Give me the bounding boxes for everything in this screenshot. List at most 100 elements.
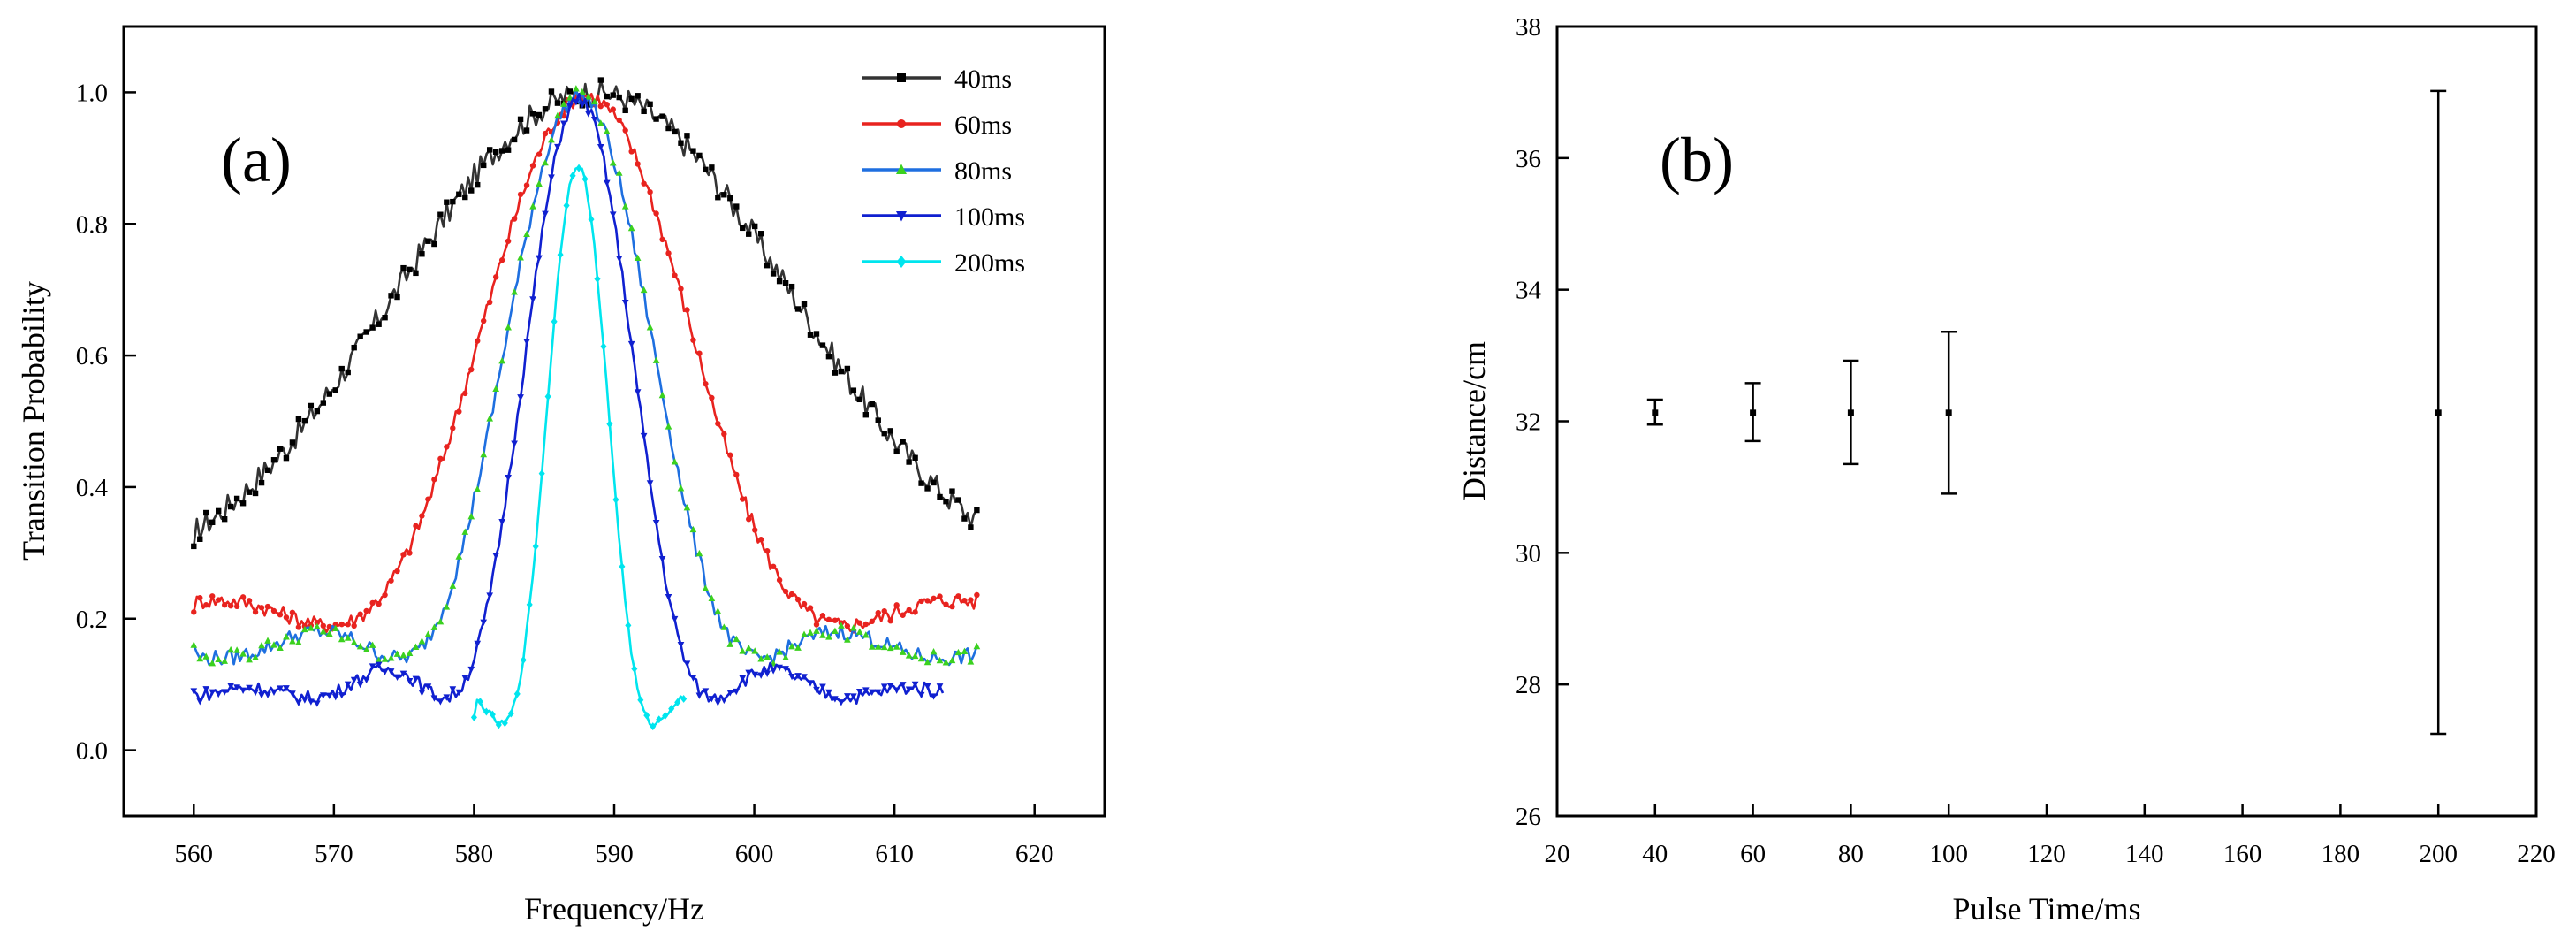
data-point-40ms <box>425 238 431 244</box>
data-point-80ms <box>621 202 629 210</box>
data-point-80ms <box>708 594 716 601</box>
data-point-100ms <box>683 660 691 668</box>
data-point-200ms <box>680 694 688 703</box>
data-point-40ms <box>246 489 253 495</box>
data-point-40ms <box>610 92 616 98</box>
data-point-60ms <box>943 601 949 607</box>
data-point-60ms <box>647 188 653 195</box>
data-point-40ms <box>943 499 949 505</box>
x-tick-label: 80 <box>1838 840 1864 868</box>
data-point-80ms <box>523 230 530 238</box>
data-point-40ms <box>703 166 709 173</box>
data-point-60ms <box>511 216 518 222</box>
data-point-40ms <box>523 127 530 134</box>
x-axis-ticks-b: 20 40 60 80 100 120 140 160 180 200 220 <box>1545 804 2556 868</box>
data-point-40ms <box>444 199 450 205</box>
data-point-80ms <box>536 179 543 187</box>
data-point-40ms <box>475 181 481 188</box>
data-point-200ms <box>520 656 527 665</box>
data-point-80ms <box>362 645 370 652</box>
data-point-80ms <box>443 603 451 610</box>
x-tick-label: 600 <box>735 840 774 868</box>
data-point-200ms <box>631 664 638 673</box>
panel-label-b: (b) <box>1660 125 1734 195</box>
data-point-80ms <box>782 653 789 660</box>
data-point-80ms <box>590 97 598 105</box>
data-point-100ms <box>838 699 845 706</box>
data-point-200ms <box>643 711 650 720</box>
data-point-40ms <box>419 251 425 257</box>
x-tick-label: 580 <box>455 840 494 868</box>
data-point-80ms <box>733 635 741 643</box>
data-point-80ms <box>554 111 561 119</box>
data-point-40ms <box>277 446 284 452</box>
data-point-40ms <box>912 454 918 461</box>
data-point-100ms <box>252 689 259 697</box>
data-point-100ms <box>325 692 333 699</box>
data-point-80ms <box>277 644 284 652</box>
data-point-200ms <box>637 696 644 705</box>
data-point-40ms <box>566 88 574 95</box>
data-point-40ms <box>394 294 400 301</box>
data-point-80ms <box>252 653 259 660</box>
data-point-80ms <box>948 656 956 664</box>
y-tick-label: 0.6 <box>76 342 108 370</box>
data-point-100ms <box>579 102 586 109</box>
data-point-60ms <box>875 609 881 616</box>
y-tick-label: 1.0 <box>76 79 108 107</box>
data-point-60ms <box>468 366 475 373</box>
error-bar <box>2430 89 2447 736</box>
data-point-40ms <box>191 543 197 550</box>
data-point-60ms <box>252 609 259 615</box>
data-point-100ms <box>794 673 802 680</box>
data-point-60ms <box>690 337 696 343</box>
data-point-40ms <box>413 270 419 277</box>
x-tick-label: 20 <box>1545 840 1570 868</box>
data-point-100ms <box>807 680 814 687</box>
data-point-80ms <box>739 647 747 654</box>
data-point-100ms <box>886 683 894 690</box>
data-point-80ms <box>832 627 839 635</box>
y-tick-label: 30 <box>1516 539 1541 568</box>
data-point-40ms <box>388 293 394 299</box>
data-point-60ms <box>801 600 808 607</box>
data-point-40ms <box>757 231 764 237</box>
data-point-100ms <box>844 693 851 700</box>
data-point-100ms <box>344 681 352 688</box>
data-point-80ms <box>825 633 832 640</box>
data-point-100ms <box>536 255 543 262</box>
data-point-60ms <box>203 602 209 608</box>
data-point-100ms <box>264 691 271 698</box>
data-point-40ms <box>357 333 363 339</box>
data-point-60ms <box>400 552 407 558</box>
data-point-80ms <box>911 652 919 660</box>
data-point-60ms <box>764 547 771 554</box>
legend-marker-40ms <box>897 73 906 82</box>
data-point-40ms <box>382 315 388 321</box>
data-point-200ms <box>470 713 477 721</box>
data-point-80ms <box>239 650 247 657</box>
panel-a: 560 570 580 590 600 610 620 0.0 0.2 0.4 0.6 0.8 1.0… <box>16 25 1106 927</box>
data-point-80ms <box>652 356 660 363</box>
data-point-60ms <box>314 619 321 626</box>
data-point-40ms <box>801 301 808 308</box>
data-point-60ms <box>197 594 203 601</box>
data-point-100ms <box>289 690 296 698</box>
data-point-80ms <box>942 659 950 666</box>
data-point-100ms <box>511 440 518 447</box>
data-point-200ms <box>544 392 551 401</box>
data-point-40ms <box>616 94 622 101</box>
data-point-80ms <box>190 641 198 648</box>
data-point-80ms <box>313 622 321 630</box>
data-point-80ms <box>295 638 302 645</box>
data-point-60ms <box>413 523 419 530</box>
x-tick-label: 140 <box>2125 840 2164 868</box>
data-point-100ms <box>566 103 574 110</box>
data-point-80ms <box>923 658 931 666</box>
data-point-60ms <box>715 420 721 427</box>
data-point-80ms <box>381 655 389 662</box>
data-point-40ms <box>529 111 536 117</box>
data-point <box>2435 409 2442 416</box>
data-point-60ms <box>813 622 820 628</box>
data-point-40ms <box>696 152 703 159</box>
